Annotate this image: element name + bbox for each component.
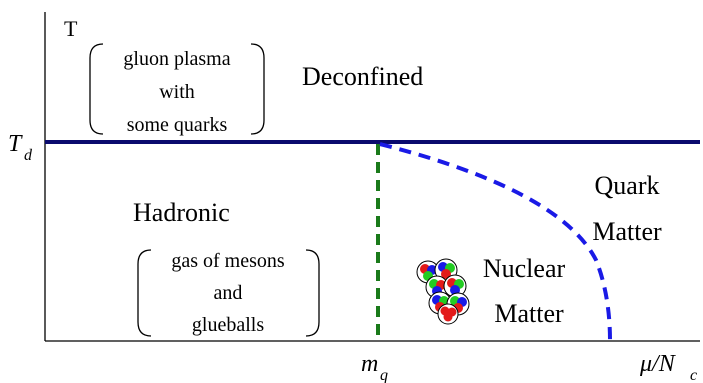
gluon-note-line-1: gluon plasma [123, 48, 230, 70]
x-axis-label: μ/N c [639, 351, 697, 383]
hadronic-note-line-2: and [214, 282, 243, 304]
tick-mq-sub: q [380, 367, 388, 383]
y-axis-label: T [64, 16, 78, 41]
region-deconfined: Deconfined [302, 62, 423, 91]
left-paren [89, 43, 104, 135]
tick-label-mq: m q [361, 351, 388, 383]
region-nuclear-matter-line-2: Matter [494, 299, 564, 328]
region-quark-matter-line-2: Matter [592, 217, 662, 246]
region-hadronic: Hadronic [133, 198, 230, 227]
quark-boundary-curve [379, 142, 612, 342]
gluon-note-line-3: some quarks [127, 114, 228, 136]
hadronic-note: gas of mesons and glueballs [137, 249, 320, 337]
right-paren [305, 249, 320, 337]
nucleon-icon [437, 303, 459, 325]
x-axis-label-main: μ/N [639, 351, 677, 377]
tick-td-main: T [8, 131, 23, 157]
tick-label-td: T d [8, 131, 33, 164]
gluon-note-line-2: with [159, 81, 195, 103]
right-paren [250, 43, 265, 135]
region-nuclear-matter-line-1: Nuclear [483, 254, 566, 283]
gluon-note: gluon plasma with some quarks [89, 43, 265, 136]
nucleon-icon [443, 274, 467, 298]
tick-mq-main: m [361, 351, 378, 377]
hadronic-note-line-3: glueballs [192, 314, 264, 336]
tick-td-sub: d [24, 147, 33, 164]
region-quark-matter-line-1: Quark [595, 171, 660, 200]
x-axis-label-sub: c [690, 367, 697, 383]
nucleus-cluster-icon [416, 258, 470, 325]
hadronic-note-line-1: gas of mesons [171, 250, 285, 272]
left-paren [137, 249, 152, 337]
